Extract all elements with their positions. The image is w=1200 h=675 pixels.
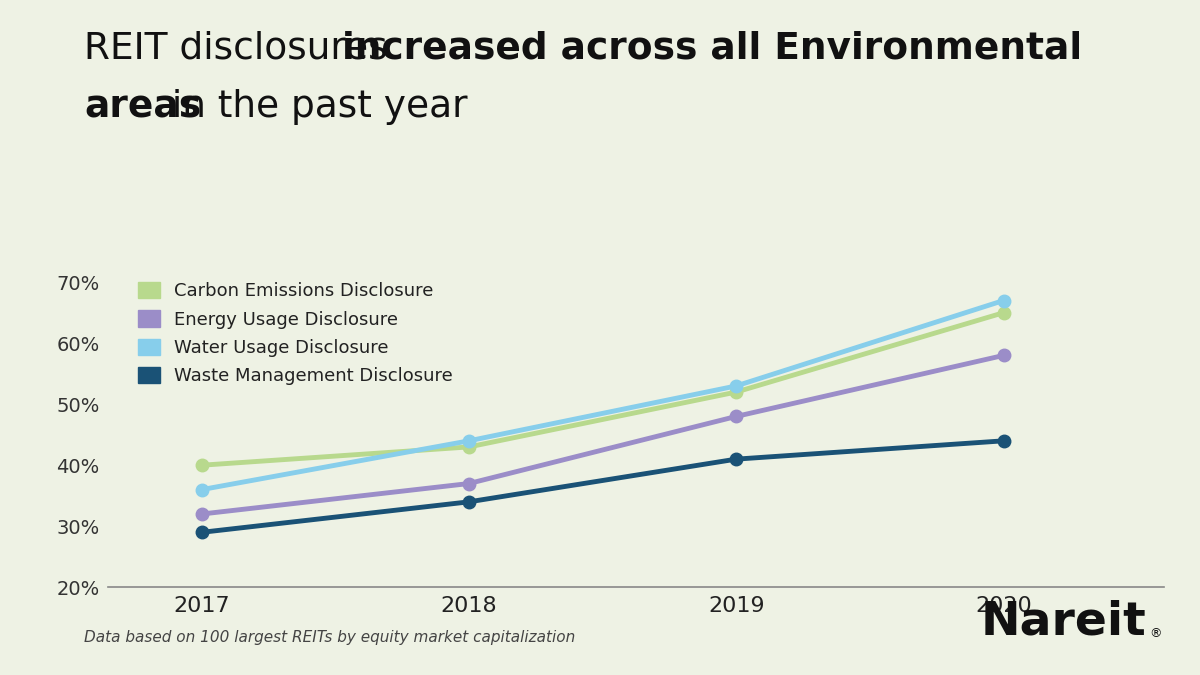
Text: REIT disclosures: REIT disclosures bbox=[84, 30, 400, 66]
Text: Data based on 100 largest REITs by equity market capitalization: Data based on 100 largest REITs by equit… bbox=[84, 630, 575, 645]
Text: in the past year: in the past year bbox=[160, 89, 467, 125]
Legend: Carbon Emissions Disclosure, Energy Usage Disclosure, Water Usage Disclosure, Wa: Carbon Emissions Disclosure, Energy Usag… bbox=[138, 282, 454, 385]
Text: increased across all Environmental: increased across all Environmental bbox=[342, 30, 1082, 66]
Text: Nareit: Nareit bbox=[980, 599, 1146, 645]
Text: areas: areas bbox=[84, 89, 202, 125]
Text: ®: ® bbox=[1150, 627, 1162, 640]
